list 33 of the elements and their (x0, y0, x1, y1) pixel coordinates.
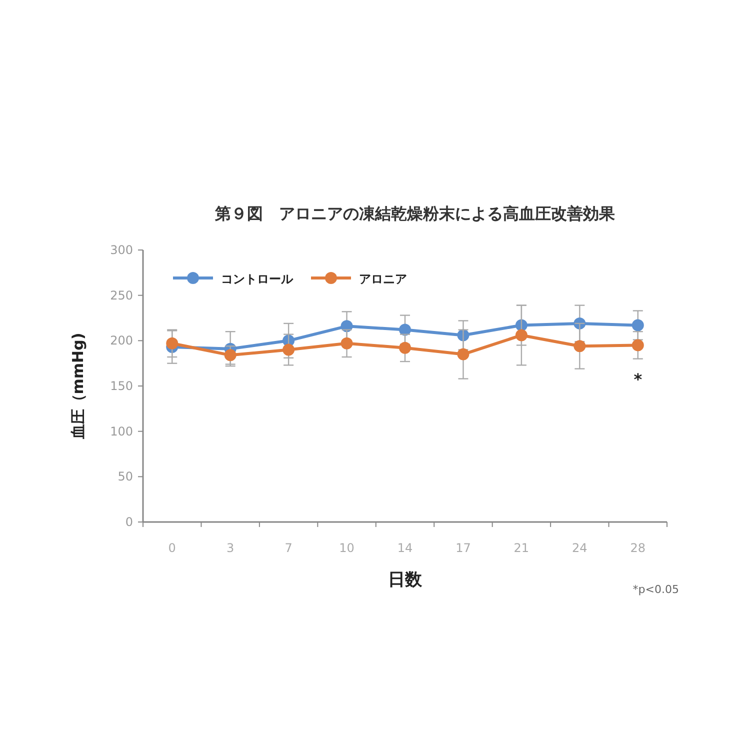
x-tick-label: 3 (226, 541, 234, 555)
text: *p<0.05 (632, 583, 679, 596)
x-tick-label: 24 (572, 541, 588, 555)
x-tick-label: 28 (630, 541, 646, 555)
point (632, 339, 644, 352)
x-tick-label: 14 (397, 541, 413, 555)
x-tick-label: 7 (284, 541, 292, 555)
y-tick-label: 0 (125, 515, 133, 529)
point (574, 340, 586, 352)
y-axis-title: 血圧（mmHg) (69, 332, 87, 440)
point (399, 342, 411, 354)
y-tick-label: 250 (110, 288, 133, 302)
point (515, 329, 528, 342)
y-tick-label: 300 (110, 243, 133, 257)
point (166, 337, 178, 350)
point (224, 349, 236, 362)
point (632, 319, 644, 332)
legend-label: コントロール (221, 272, 294, 286)
x-tick-label: 0 (168, 541, 176, 555)
chart-title: 第９図 アロニアの凍結乾燥粉末による高血圧改善効果 (214, 204, 616, 223)
annotation: * (634, 370, 643, 390)
y-tick-label: 50 (118, 470, 133, 484)
y-tick-label: 200 (110, 334, 133, 348)
point (457, 348, 470, 360)
x-tick-label: 10 (339, 541, 354, 555)
y-tick-label: 100 (110, 424, 133, 438)
point (282, 344, 295, 356)
y-tick-label: 150 (110, 379, 133, 393)
point (340, 337, 353, 350)
x-axis-title: 日数 (388, 570, 423, 590)
x-tick-label: 21 (514, 541, 530, 555)
x-tick-label: 17 (456, 541, 471, 555)
legend-label: アロニア (359, 272, 407, 286)
